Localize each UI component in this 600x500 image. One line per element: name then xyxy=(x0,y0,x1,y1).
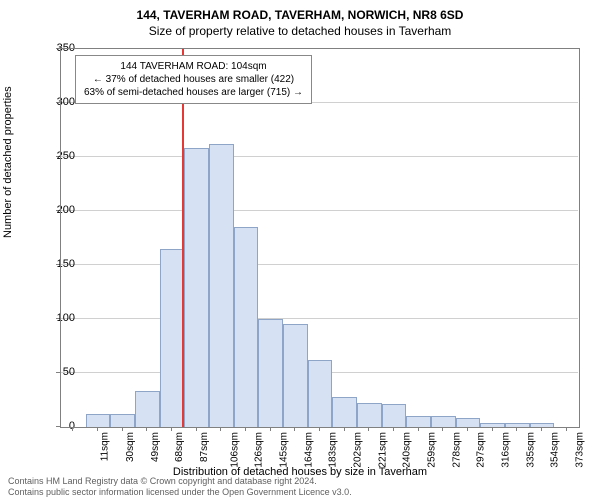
histogram-bar xyxy=(184,148,209,427)
xtick-label: 221sqm xyxy=(377,432,388,468)
xtick-label: 126sqm xyxy=(254,432,265,468)
histogram-bar xyxy=(406,416,431,427)
histogram-bar xyxy=(480,423,505,427)
xtick-label: 30sqm xyxy=(125,432,136,462)
annotation-line3: 63% of semi-detached houses are larger (… xyxy=(84,86,303,99)
xtick-label: 278sqm xyxy=(451,432,462,468)
histogram-bar xyxy=(110,414,135,427)
plot-area xyxy=(60,48,580,428)
footer-attribution: Contains HM Land Registry data © Crown c… xyxy=(8,476,352,498)
histogram-bar xyxy=(160,249,185,427)
xtick-label: 240sqm xyxy=(402,432,413,468)
xtick-label: 202sqm xyxy=(353,432,364,468)
histogram-bar xyxy=(332,397,357,427)
histogram-bar xyxy=(258,319,283,427)
xtick-label: 183sqm xyxy=(328,432,339,468)
histogram-bar xyxy=(234,227,259,427)
annotation-line2: ← 37% of detached houses are smaller (42… xyxy=(84,73,303,86)
xtick-label: 316sqm xyxy=(501,432,512,468)
xtick-label: 11sqm xyxy=(100,432,111,461)
histogram-bar xyxy=(209,144,234,427)
xtick-label: 106sqm xyxy=(229,432,240,468)
y-axis-label: Number of detached properties xyxy=(2,86,14,238)
histogram-bar xyxy=(505,423,530,427)
histogram-bar xyxy=(86,414,111,427)
histogram-bar xyxy=(456,418,481,427)
xtick-label: 354sqm xyxy=(550,432,561,468)
xtick-label: 259sqm xyxy=(427,432,438,468)
histogram-bar xyxy=(283,324,308,427)
property-marker-line xyxy=(182,49,184,427)
xtick-label: 145sqm xyxy=(279,432,290,468)
xtick-label: 335sqm xyxy=(525,432,536,468)
xtick-label: 87sqm xyxy=(199,432,210,462)
histogram-bar xyxy=(135,391,160,427)
histogram-bar xyxy=(530,423,555,427)
histogram-bar xyxy=(357,403,382,427)
footer-line2: Contains public sector information licen… xyxy=(8,487,352,498)
annotation-line1: 144 TAVERHAM ROAD: 104sqm xyxy=(84,60,303,73)
xtick-label: 373sqm xyxy=(575,432,586,468)
histogram-bar xyxy=(382,404,407,427)
histogram-bar xyxy=(431,416,456,427)
xtick-label: 49sqm xyxy=(150,432,161,462)
annotation-box: 144 TAVERHAM ROAD: 104sqm ← 37% of detac… xyxy=(75,55,312,104)
xtick-label: 297sqm xyxy=(476,432,487,468)
chart-container: 144, TAVERHAM ROAD, TAVERHAM, NORWICH, N… xyxy=(0,0,600,500)
xtick-label: 68sqm xyxy=(174,432,185,462)
xtick-label: 164sqm xyxy=(303,432,314,468)
chart-subtitle: Size of property relative to detached ho… xyxy=(0,22,600,38)
chart-title-address: 144, TAVERHAM ROAD, TAVERHAM, NORWICH, N… xyxy=(0,0,600,22)
histogram-bar xyxy=(308,360,333,427)
footer-line1: Contains HM Land Registry data © Crown c… xyxy=(8,476,352,487)
